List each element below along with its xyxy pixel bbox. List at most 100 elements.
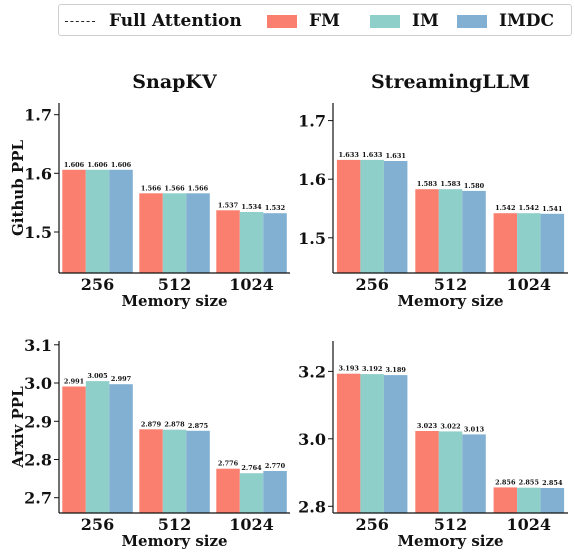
x-tick-label: 1024 [229,515,274,534]
bar-imdc [540,488,565,513]
bar-value-label: 2.854 [542,479,563,487]
bar-value-label: 3.005 [87,372,108,380]
chart-title: StreamingLLM [371,71,530,93]
y-tick-label: 1.7 [24,106,52,125]
y-tick-label: 1.6 [298,170,326,189]
y-tick-label: 2.8 [24,451,52,470]
chart-panel: 3.193 3.192 3.189 256 3.023 3.022 3.013 512 2.85… [298,341,568,550]
bar-im [162,429,187,513]
bar-im [360,159,384,273]
bar-value-label: 2.856 [495,478,516,486]
bar-value-label: 1.541 [542,205,562,213]
x-tick-label: 256 [355,275,388,294]
bar-value-label: 1.534 [241,203,262,211]
bar-fm [415,431,439,513]
bar-value-label: 1.631 [386,152,406,160]
bar-fm [216,468,240,513]
x-tick-label: 512 [158,515,191,534]
bar-value-label: 2.764 [241,464,262,472]
bar-value-label: 1.583 [440,180,461,188]
y-tick-label: 3.0 [24,374,52,393]
legend-item-im: IM [370,5,439,37]
bar-imdc [186,430,210,513]
y-tick-label: 3.1 [24,336,52,355]
y-tick-label: 2.7 [24,489,52,508]
bar-value-label: 2.875 [188,422,209,430]
legend-swatch-fm [267,14,297,28]
x-axis-label: Memory size [397,532,503,550]
x-tick-label: 1024 [229,275,274,294]
bar-value-label: 3.189 [386,366,407,374]
bar-fm [62,169,86,273]
x-tick-label: 256 [81,515,114,534]
bar-fm [493,213,518,273]
bar-im [360,374,384,513]
bar-imdc [383,161,408,273]
x-tick-label: 512 [434,275,467,294]
legend-label: Full Attention [109,11,242,31]
bar-im [85,169,110,273]
bar-value-label: 3.192 [362,365,382,373]
legend-swatch-imdc [457,14,487,28]
bar-value-label: 1.583 [417,180,438,188]
bar-value-label: 2.879 [141,420,162,428]
x-tick-label: 512 [434,515,467,534]
bar-fm [139,429,163,513]
bar-imdc [462,434,486,513]
legend-label: IM [412,11,439,31]
bar-fm [493,487,518,513]
bar-value-label: 1.537 [218,201,238,209]
chart-title: SnapKV [132,71,218,93]
bar-imdc [109,384,133,513]
y-tick-label: 1.5 [24,223,52,242]
legend: Full Attention FM IM IMDC [58,4,572,36]
bar-value-label: 2.855 [519,479,540,487]
bar-value-label: 2.770 [265,462,286,470]
bar-value-label: 1.606 [64,161,85,169]
x-axis-label: Memory size [397,292,503,310]
bar-value-label: 1.580 [464,182,485,190]
bar-imdc [109,169,133,273]
legend-label: IMDC [499,11,555,31]
bar-value-label: 1.566 [141,184,162,192]
x-tick-label: 512 [158,275,191,294]
y-axis-label: Github PPL [9,140,27,237]
x-tick-label: 1024 [507,515,552,534]
bar-value-label: 1.542 [519,204,539,212]
bar-im [162,193,187,273]
legend-swatch-im [370,14,400,28]
legend-label: FM [309,11,340,31]
bar-fm [336,159,361,273]
bar-value-label: 1.606 [111,161,132,169]
legend-item-fm: FM [267,5,340,37]
bar-value-label: 1.606 [87,161,108,169]
bar-value-label: 2.776 [218,460,239,468]
x-tick-label: 1024 [507,275,552,294]
y-tick-label: 2.8 [298,497,326,516]
bar-fm [216,210,240,273]
bar-imdc [540,213,565,273]
bar-value-label: 2.878 [164,421,185,429]
bar-fm [62,386,86,513]
y-tick-label: 1.7 [298,112,326,131]
y-tick-label: 3.0 [298,430,326,449]
legend-item-full-attention: Full Attention [65,5,242,37]
bar-value-label: 3.023 [417,422,438,430]
bar-fm [336,373,361,513]
x-tick-label: 256 [81,275,114,294]
bar-im [438,431,463,513]
y-tick-label: 2.9 [24,412,52,431]
bar-value-label: 1.633 [339,151,360,159]
bar-value-label: 1.542 [495,204,515,212]
bar-value-label: 3.193 [339,365,360,373]
bar-im [517,213,541,273]
bar-im [239,473,264,513]
bar-im [517,487,541,513]
bar-imdc [263,471,287,513]
x-axis-label: Memory size [121,532,227,550]
bar-value-label: 1.532 [265,204,285,212]
